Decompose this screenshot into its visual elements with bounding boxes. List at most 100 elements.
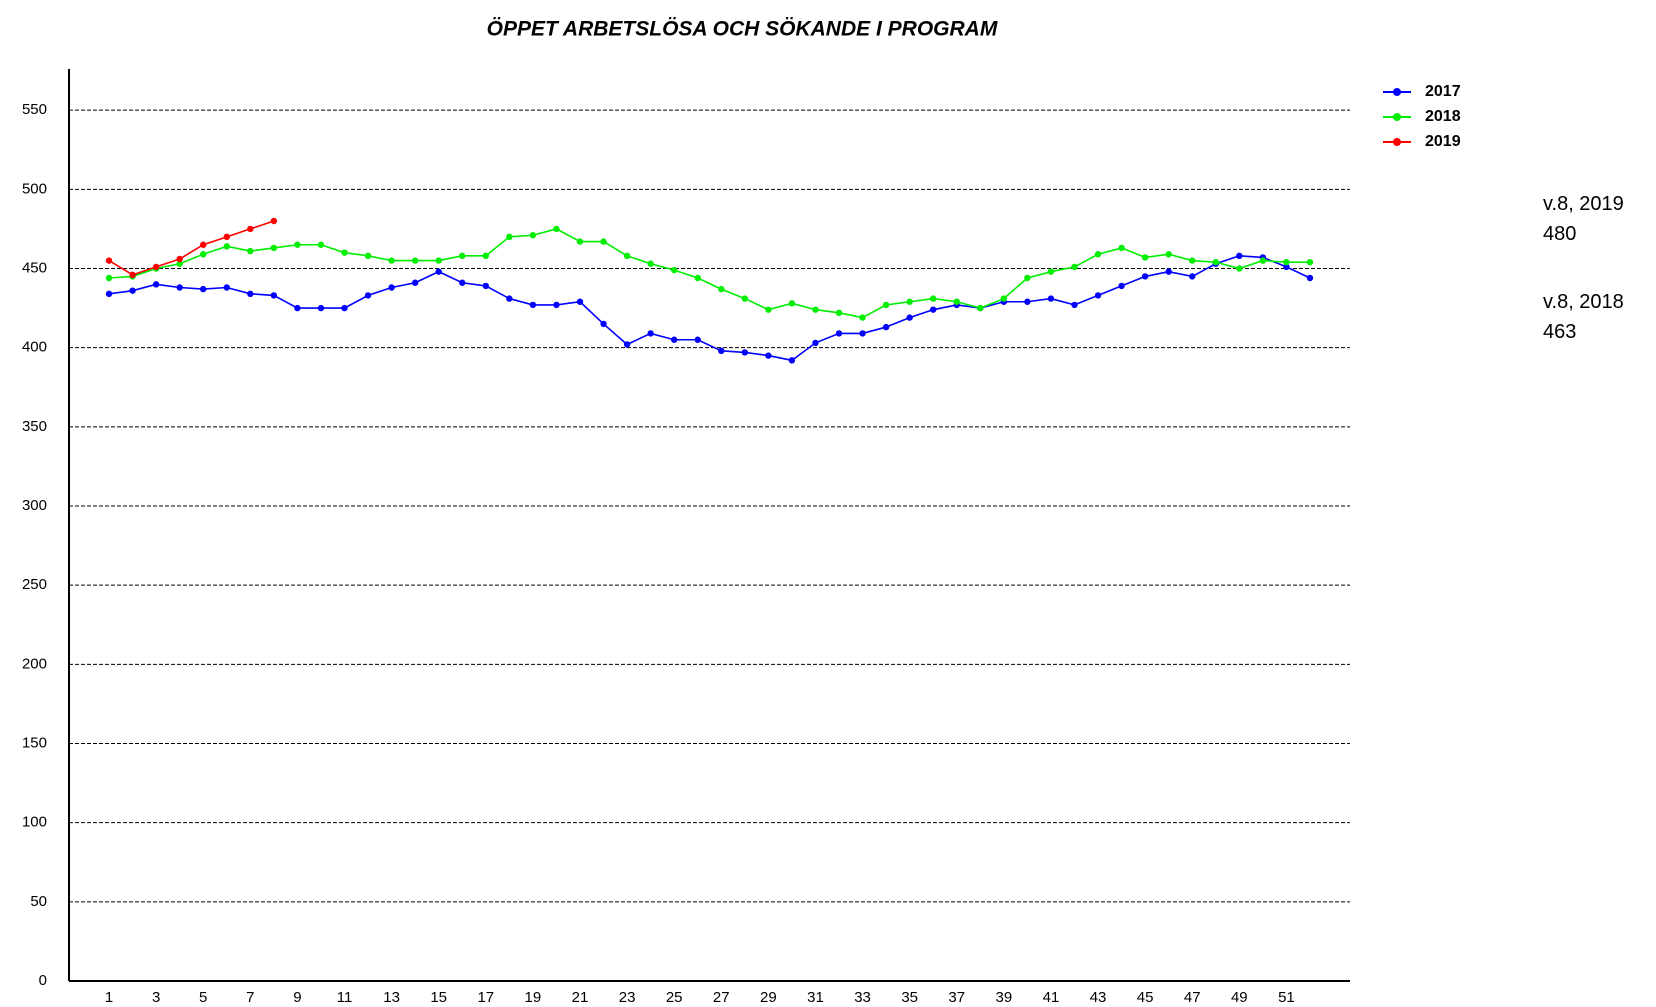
x-tick-label: 27 [713,989,730,1006]
data-point [1094,292,1102,299]
data-point [977,304,984,312]
data-point [1141,254,1149,261]
y-tick-label: 100 [22,814,47,831]
data-point [1306,258,1314,266]
data-point [718,285,725,293]
data-point [1000,295,1008,302]
data-point [223,233,230,241]
data-point [364,252,372,260]
data-point [200,241,207,248]
x-tick-label: 51 [1278,989,1295,1006]
data-point [1283,263,1290,271]
y-tick-label: 400 [22,339,47,356]
y-tick-label: 450 [22,259,47,276]
data-point [1118,244,1125,252]
data-point [953,298,960,305]
x-tick-label: 31 [807,989,824,1006]
y-tick-label: 0 [39,972,47,989]
data-point [435,268,442,275]
data-point [1165,268,1172,275]
legend-marker [1393,113,1401,121]
data-point [506,233,513,241]
data-point [105,274,113,282]
data-point [859,330,866,337]
data-point [388,284,395,291]
x-tick-label: 15 [430,989,447,1006]
legend-label: 2017 [1425,83,1461,100]
data-point [1094,251,1102,258]
x-tick-label: 1 [105,989,113,1006]
data-point [270,292,278,299]
x-tick-label: 9 [293,989,301,1006]
x-tick-label: 7 [246,989,254,1006]
data-point [482,282,489,290]
x-tick-label: 29 [760,989,777,1006]
data-point [1259,257,1267,264]
data-point [1306,274,1314,282]
data-point [647,260,654,267]
x-tick-label: 37 [948,989,965,1006]
x-tick-label: 19 [525,989,542,1006]
annotation-value: 480 [1543,223,1576,245]
x-tick-label: 13 [383,989,400,1006]
data-point [906,298,913,305]
series-line [108,220,275,276]
data-point [1165,251,1172,258]
data-point [459,279,466,286]
data-point [1236,252,1243,260]
data-point [176,284,183,291]
data-point [670,266,678,274]
x-tick-label: 17 [477,989,494,1006]
x-tick-label: 5 [199,989,207,1006]
legend-marker [1393,138,1401,146]
y-tick-label: 250 [22,576,47,593]
data-point [1118,282,1125,290]
data-point [529,232,537,239]
data-point [882,323,890,331]
data-point [176,255,183,263]
data-point [788,357,796,364]
annotation-value: 463 [1543,321,1576,343]
legend-label: 2018 [1425,108,1461,125]
data-point [576,238,584,245]
data-point [482,252,489,260]
data-point [294,241,301,248]
data-point [718,347,725,355]
data-point [765,352,772,359]
data-point [1141,273,1149,280]
data-point [247,247,254,255]
x-tick-label: 39 [996,989,1013,1006]
y-tick-label: 300 [22,497,47,514]
data-point [694,274,701,282]
data-point [600,238,607,245]
x-tick-label: 3 [152,989,160,1006]
data-point [835,330,843,337]
x-tick-label: 43 [1090,989,1107,1006]
data-point [623,341,631,348]
data-point [812,339,819,347]
data-point [200,285,207,293]
data-point [152,263,160,271]
legend-label: 2019 [1425,133,1461,150]
data-point [930,295,937,302]
data-point [694,336,701,343]
data-point [1024,298,1031,305]
data-point [435,257,442,264]
data-point [553,301,560,309]
data-point [1071,263,1078,271]
data-point [576,298,584,305]
data-point [788,300,796,307]
data-point [270,217,278,225]
data-point [317,304,325,312]
legend-marker [1393,88,1401,96]
data-point [835,309,843,317]
data-point [529,301,537,309]
data-point [223,284,230,291]
data-point [105,257,113,264]
y-tick-label: 50 [30,893,47,910]
data-point [859,314,866,321]
data-point [364,292,372,299]
data-point [388,257,395,264]
data-point [1024,274,1031,282]
